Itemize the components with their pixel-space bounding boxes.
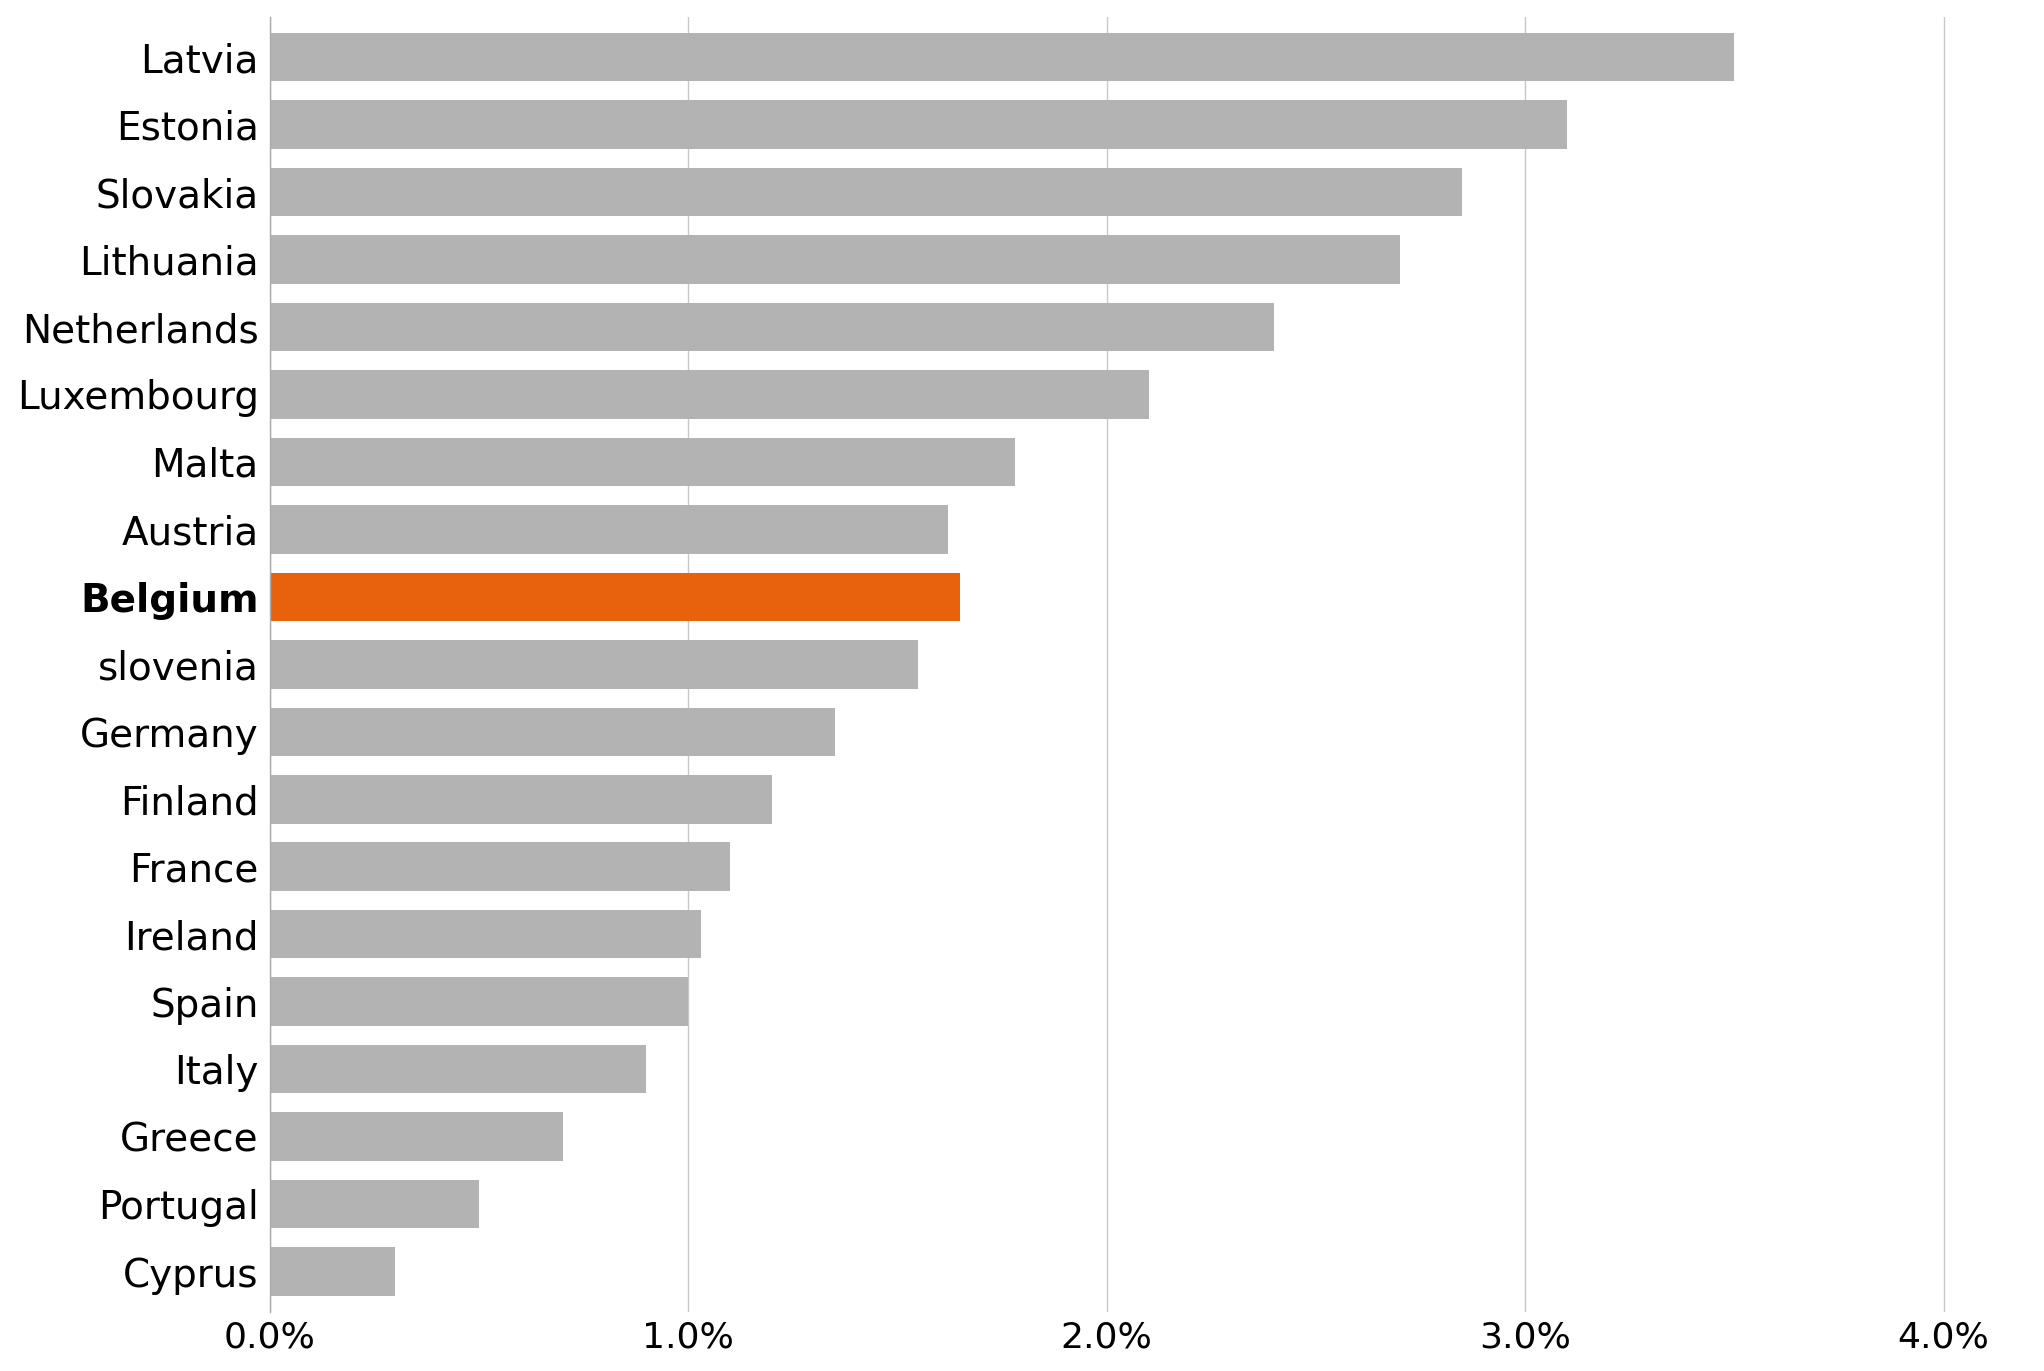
Bar [270,236,1400,284]
Bar [270,167,1461,217]
Bar [270,33,1735,81]
Bar [270,910,701,958]
Bar [270,707,834,755]
Bar [270,100,1568,149]
Bar [270,1112,562,1161]
Bar [270,303,1273,351]
Bar [270,640,918,688]
Bar [270,775,773,824]
Bar [270,370,1149,418]
Bar [270,573,961,621]
Bar [270,1180,478,1228]
Bar [270,437,1014,487]
Bar [270,842,730,891]
Bar [270,1045,646,1094]
Bar [270,978,689,1026]
Bar [270,505,948,554]
Bar [270,1248,394,1296]
